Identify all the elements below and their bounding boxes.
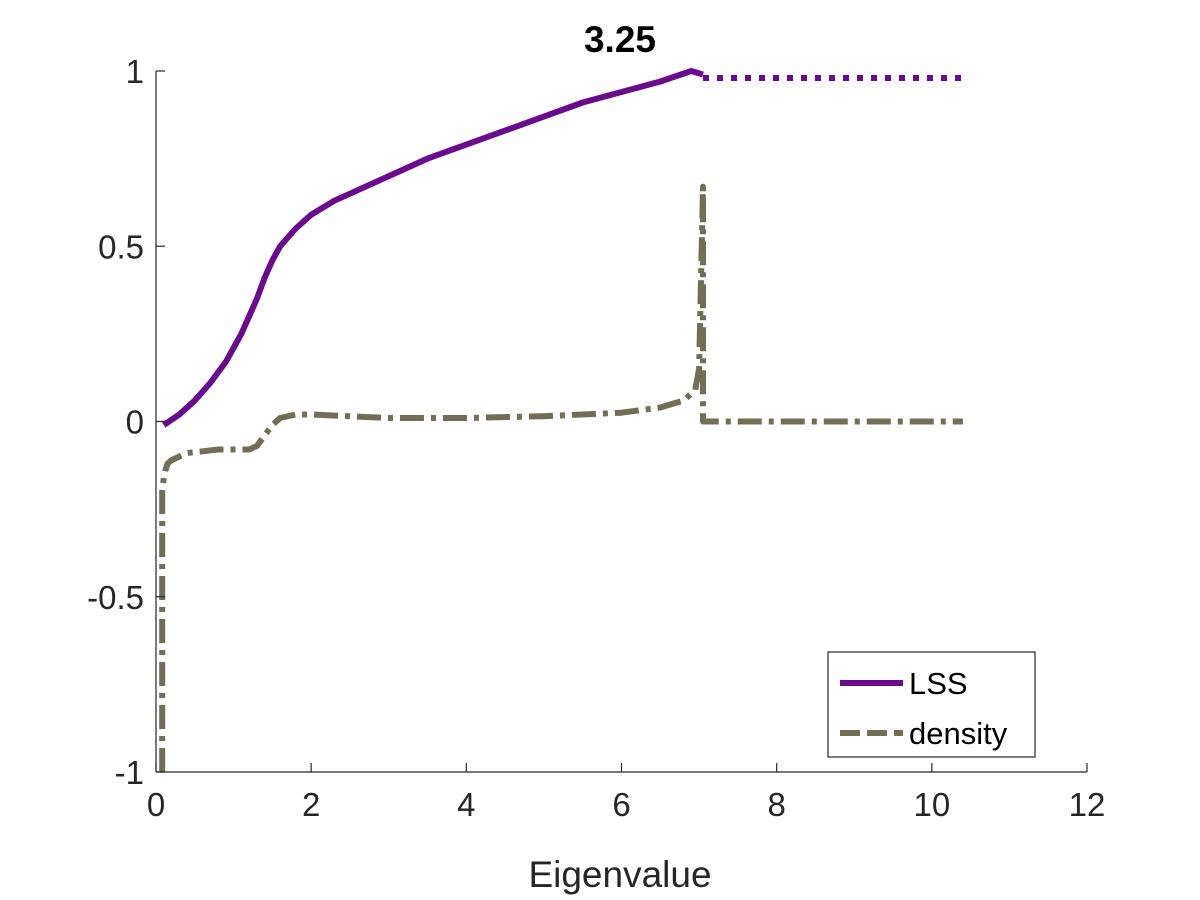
x-tick-label: 12 [1069,786,1106,823]
chart-title: 3.25 [584,19,656,60]
legend-label-density: density [909,716,1008,751]
x-tick-label: 0 [147,786,165,823]
y-tick-label: -1 [115,754,144,791]
x-ticks: 0 2 4 6 8 10 12 [147,763,1106,823]
y-tick-label: 1 [126,53,144,90]
x-tick-label: 2 [302,786,320,823]
y-tick-label: 0 [126,404,144,441]
series-density-line [159,183,963,772]
series-lss-line [162,68,704,428]
y-tick-label: 0.5 [98,228,144,265]
x-tick-label: 4 [457,786,475,823]
legend-box [827,651,1036,758]
plot-area [159,68,963,772]
legend-label-lss: LSS [909,666,968,701]
legend: LSS density [827,651,1036,758]
x-tick-label: 6 [612,786,630,823]
y-ticks: -1 -0.5 0 0.5 1 [87,53,165,791]
x-tick-label: 10 [913,786,950,823]
y-tick-label: -0.5 [87,579,144,616]
x-axis-title: Eigenvalue [528,854,711,895]
x-tick-label: 8 [767,786,785,823]
